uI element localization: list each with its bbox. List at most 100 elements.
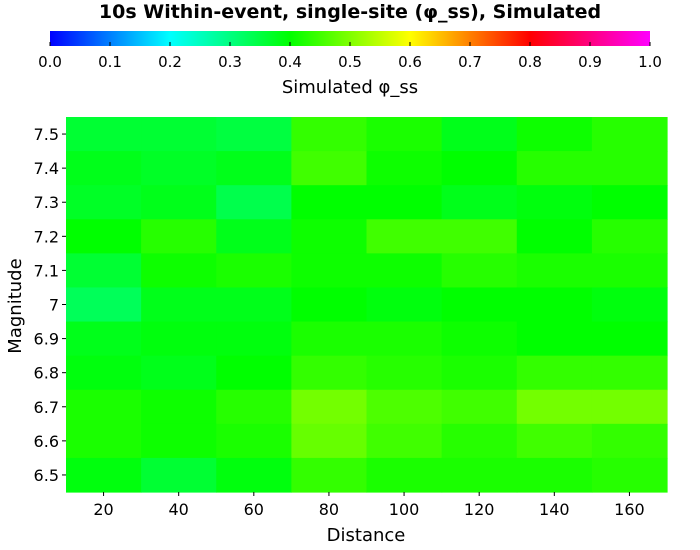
heatmap-cell bbox=[441, 219, 518, 254]
y-tick-label: 6.6 bbox=[34, 432, 59, 451]
y-tick-label: 7.1 bbox=[34, 261, 59, 280]
heatmap-cell bbox=[216, 287, 292, 323]
heatmap-cell bbox=[441, 151, 518, 186]
heatmap-cell bbox=[366, 253, 443, 289]
heatmap-cell bbox=[66, 287, 142, 323]
y-tick-label: 6.5 bbox=[34, 466, 59, 485]
x-tick-label: 60 bbox=[244, 500, 264, 519]
heatmap-cell bbox=[216, 253, 292, 289]
heatmap-cell bbox=[516, 321, 593, 357]
colorbar-label: Simulated φ_ss bbox=[282, 77, 418, 98]
heatmap-cell bbox=[366, 185, 443, 220]
heatmap-cell bbox=[291, 423, 368, 459]
heatmap-cell bbox=[291, 219, 368, 254]
heatmap-cell bbox=[141, 389, 217, 425]
heatmap-cell bbox=[291, 355, 368, 391]
colorbar-tick-label: 1.0 bbox=[638, 53, 662, 71]
heatmap-cell bbox=[591, 219, 668, 254]
colorbar-tick-label: 0.0 bbox=[38, 53, 62, 71]
heatmap-cell bbox=[516, 355, 593, 391]
heatmap-cell bbox=[66, 117, 142, 152]
heatmap-cell bbox=[591, 117, 668, 152]
x-axis-label: Distance bbox=[327, 525, 406, 546]
heatmap-cell bbox=[516, 253, 593, 289]
heatmap-cell bbox=[366, 355, 443, 391]
heatmap-cell bbox=[591, 423, 668, 459]
heatmap-cell bbox=[141, 151, 217, 186]
heatmap-cell bbox=[141, 117, 217, 152]
heatmap-cell bbox=[66, 253, 142, 289]
heatmap-cell bbox=[441, 355, 518, 391]
heatmap-cell bbox=[66, 423, 142, 459]
colorbar bbox=[50, 31, 650, 46]
heatmap-cell bbox=[216, 219, 292, 254]
x-tick-label: 20 bbox=[93, 500, 113, 519]
y-axis-ticks: 7.5 7.4 7.3 7.2 7.1 7 6.9 6.8 6.7 6.6 6.5 bbox=[34, 125, 66, 485]
heatmap-cell bbox=[516, 219, 593, 254]
heatmap-cell bbox=[291, 287, 368, 323]
colorbar-tick-label: 0.7 bbox=[458, 53, 482, 71]
heatmap-cell bbox=[141, 185, 217, 220]
x-tick-label: 40 bbox=[169, 500, 189, 519]
heatmap-cell bbox=[441, 389, 518, 425]
heatmap-cell bbox=[591, 457, 668, 493]
heatmap-cell bbox=[441, 185, 518, 220]
colorbar-ticks: 0.0 0.1 0.2 0.3 0.4 0.5 0.6 0.7 0.8 0.9 1.0 bbox=[38, 42, 662, 71]
colorbar-tick-label: 0.4 bbox=[278, 53, 302, 71]
heatmap-cell bbox=[216, 151, 292, 186]
colorbar-tick-label: 0.6 bbox=[398, 53, 422, 71]
heatmap-cell bbox=[216, 423, 292, 459]
heatmap-cell bbox=[516, 151, 593, 186]
heatmap-cell bbox=[216, 355, 292, 391]
colorbar-tick-label: 0.3 bbox=[218, 53, 242, 71]
y-tick-label: 6.9 bbox=[34, 330, 59, 349]
heatmap-cell bbox=[291, 185, 368, 220]
heatmap-cell bbox=[66, 355, 142, 391]
heatmap-cell bbox=[366, 117, 443, 152]
x-axis-ticks: 20 40 60 80 100 120 140 160 bbox=[93, 492, 645, 519]
y-tick-label: 7.5 bbox=[34, 125, 59, 144]
heatmap-cell bbox=[366, 287, 443, 323]
heatmap-cell bbox=[516, 457, 593, 493]
y-tick-label: 6.7 bbox=[34, 398, 59, 417]
heatmap-cell bbox=[216, 457, 292, 493]
heatmap-cell bbox=[516, 423, 593, 459]
heatmap-cell bbox=[141, 457, 217, 493]
colorbar-tick-label: 0.1 bbox=[98, 53, 122, 71]
heatmap-cell bbox=[366, 321, 443, 357]
heatmap-cell bbox=[141, 253, 217, 289]
y-tick-label: 6.8 bbox=[34, 364, 59, 383]
heatmap-cell bbox=[66, 389, 142, 425]
heatmap-cell bbox=[66, 151, 142, 186]
heatmap-cell bbox=[141, 287, 217, 323]
heatmap-cell bbox=[366, 457, 443, 493]
x-tick-label: 140 bbox=[539, 500, 570, 519]
heatmap-cell bbox=[591, 151, 668, 186]
heatmap-cell bbox=[216, 321, 292, 357]
heatmap-cell bbox=[366, 423, 443, 459]
heatmap-cell bbox=[366, 219, 443, 254]
heatmap-cell bbox=[141, 423, 217, 459]
heatmap-cell bbox=[291, 457, 368, 493]
y-tick-label: 7 bbox=[49, 296, 59, 315]
heatmap-cell bbox=[291, 253, 368, 289]
x-tick-label: 80 bbox=[319, 500, 339, 519]
heatmap-cell bbox=[516, 185, 593, 220]
heatmap-cell bbox=[591, 287, 668, 323]
heatmap-cell bbox=[591, 185, 668, 220]
heatmap-cell bbox=[366, 389, 443, 425]
heatmap-cell bbox=[141, 219, 217, 254]
heatmap-cell bbox=[441, 457, 518, 493]
heatmap-cell bbox=[591, 355, 668, 391]
heatmap-cell bbox=[516, 117, 593, 152]
heatmap-cell bbox=[141, 321, 217, 357]
heatmap-cell bbox=[291, 151, 368, 186]
heatmap-cell bbox=[66, 321, 142, 357]
colorbar-tick-label: 0.5 bbox=[338, 53, 362, 71]
heatmap-cell bbox=[591, 253, 668, 289]
x-tick-label: 160 bbox=[614, 500, 645, 519]
y-tick-label: 7.4 bbox=[34, 159, 59, 178]
y-tick-label: 7.2 bbox=[34, 227, 59, 246]
x-tick-label: 100 bbox=[389, 500, 420, 519]
